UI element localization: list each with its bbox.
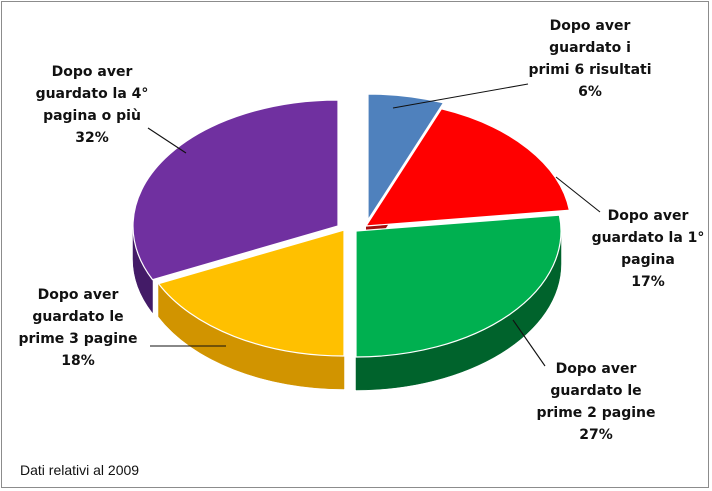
leader-line-2 xyxy=(555,176,601,213)
slice-category-label-3-2: guardato le xyxy=(550,383,641,399)
slice-category-label-5-3: pagina o più xyxy=(43,108,141,124)
pie-slice-4 xyxy=(157,229,345,357)
pie-slice-2 xyxy=(364,108,571,227)
slice-category-label-1-2: guardato i xyxy=(549,40,631,56)
slice-category-label-4-1: Dopo aver xyxy=(38,287,119,303)
leader-line-3 xyxy=(512,319,546,367)
slice-category-label-5-2: guardato la 4° xyxy=(36,86,149,102)
slice-category-label-2-3: pagina xyxy=(621,252,675,268)
slice-category-label-3-1: Dopo aver xyxy=(556,361,637,377)
slice-percent-label-3: 27% xyxy=(579,427,613,443)
pie-slice-1 xyxy=(367,93,445,223)
leader-layer xyxy=(147,83,601,367)
slice-layer xyxy=(132,93,571,391)
slice-category-label-5-1: Dopo aver xyxy=(52,64,133,80)
pie-slice-3 xyxy=(355,214,562,358)
leader-line-1 xyxy=(392,83,529,109)
pie-slice-5 xyxy=(132,99,339,281)
slice-percent-label-1: 6% xyxy=(578,84,602,100)
slice-category-label-1-3: primi 6 risultati xyxy=(528,62,651,78)
slice-category-label-4-3: prime 3 pagine xyxy=(18,331,137,347)
slice-category-label-1-1: Dopo aver xyxy=(550,18,631,34)
slice-category-label-4-2: guardato le xyxy=(32,309,123,325)
chart-note: Dati relativi al 2009 xyxy=(20,462,140,478)
slice-category-label-2-2: guardato la 1° xyxy=(592,230,705,246)
slice-category-label-3-3: prime 2 pagine xyxy=(536,405,655,421)
leader-line-5 xyxy=(147,127,187,154)
slice-percent-label-4: 18% xyxy=(61,353,95,369)
slice-percent-label-2: 17% xyxy=(631,274,665,290)
slice-category-label-2-1: Dopo aver xyxy=(608,208,689,224)
label-layer: Dopo aver guardato i primi 6 risultati 6% Do… xyxy=(18,18,704,443)
slice-percent-label-5: 32% xyxy=(75,130,109,146)
